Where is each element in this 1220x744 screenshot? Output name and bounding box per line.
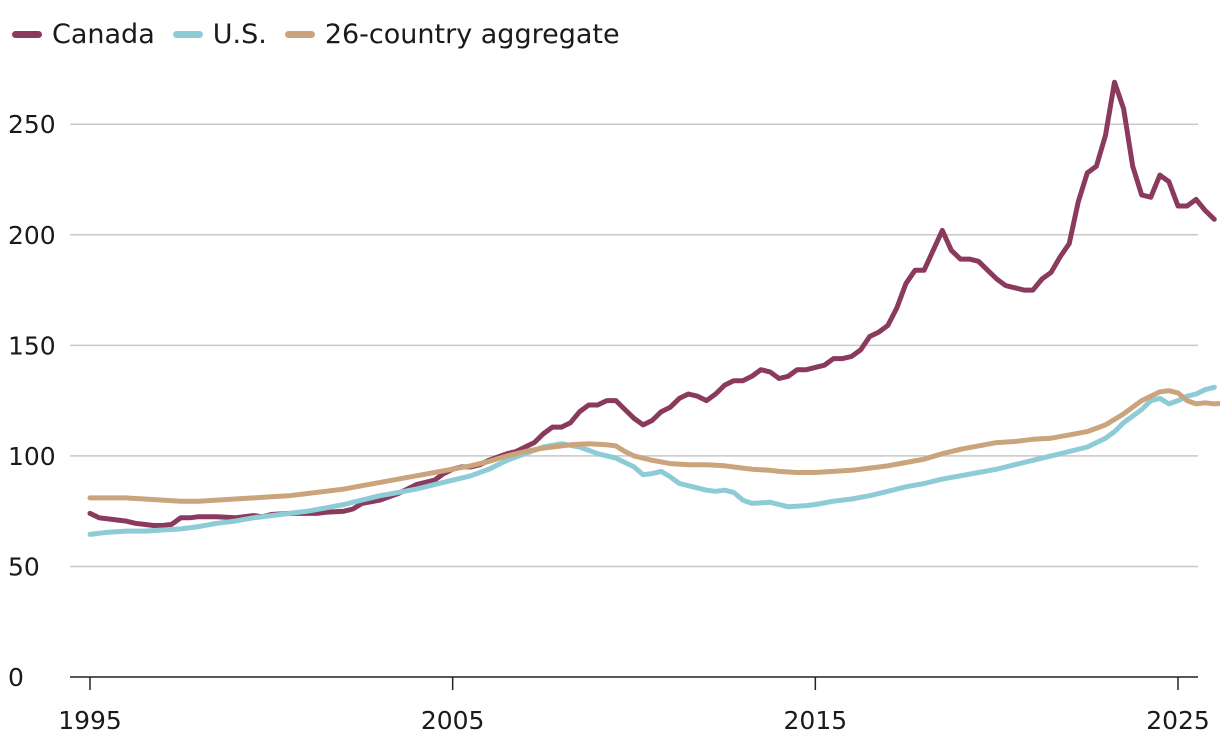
legend-swatch	[172, 30, 203, 38]
y-tick-label: 200	[8, 221, 56, 250]
y-tick-label: 0	[8, 663, 24, 692]
x-tick-label: 2015	[784, 706, 848, 735]
legend-swatch	[284, 30, 315, 38]
x-tick-label: 2025	[1146, 706, 1210, 735]
legend-swatch	[12, 30, 42, 38]
x-tick-label: 2005	[421, 706, 485, 735]
legend-item-u-s: U.S.	[172, 18, 267, 50]
x-tick-label: 1995	[58, 706, 122, 735]
y-tick-label: 150	[8, 331, 56, 360]
legend-label: Canada	[52, 18, 155, 50]
y-tick-label: 100	[8, 442, 56, 471]
legend-label: U.S.	[212, 18, 267, 50]
series-line-26-country-aggregate	[87, 388, 1220, 504]
series-line-u-s	[87, 384, 1217, 537]
y-tick-label: 50	[8, 552, 40, 581]
legend-label: 26-country aggregate	[324, 18, 620, 50]
y-tick-label: 250	[8, 110, 56, 139]
legend-item-26-country-aggregate: 26-country aggregate	[284, 18, 620, 50]
chart-legend: Canada U.S. 26-country aggregate	[12, 14, 620, 54]
legend-item-canada: Canada	[12, 19, 155, 50]
